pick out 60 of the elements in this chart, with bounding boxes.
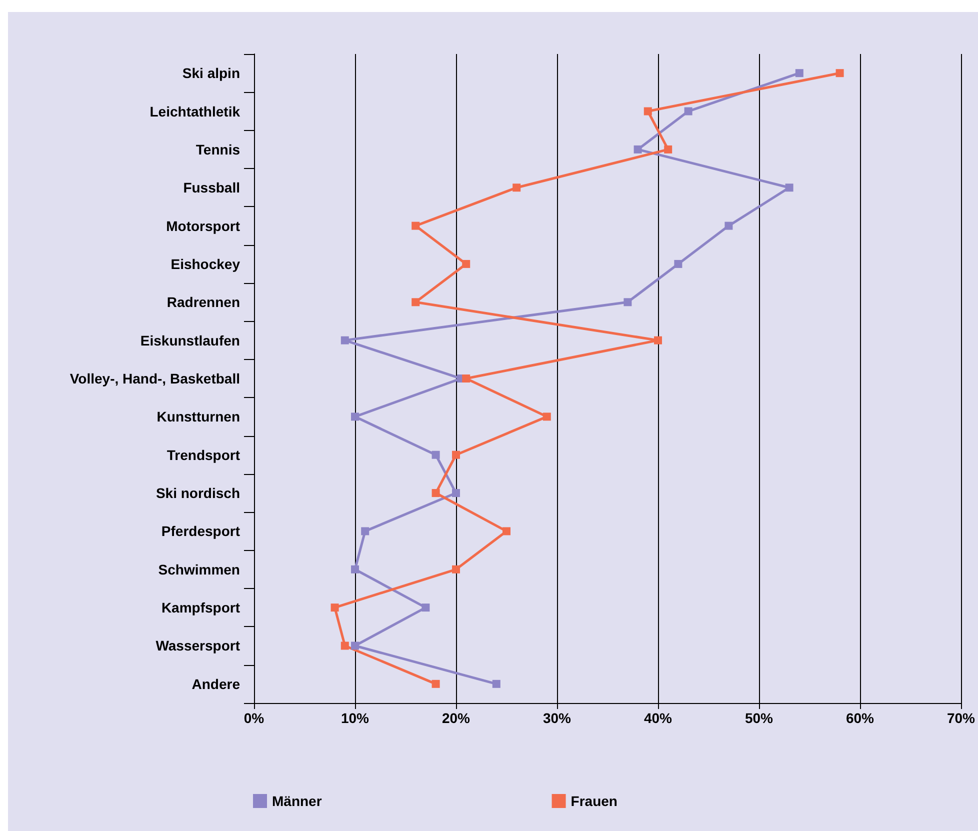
point	[432, 450, 440, 459]
y-tick-label: Pferdesport	[161, 523, 240, 540]
y-tick-label: Motorsport	[166, 218, 240, 234]
point	[542, 412, 551, 421]
y-tick-label: Kunstturnen	[156, 408, 240, 425]
x-tick-label: 60%	[846, 710, 875, 726]
point	[512, 184, 521, 192]
point	[462, 374, 470, 382]
point	[452, 565, 460, 574]
point	[432, 680, 440, 688]
x-tick-label: 70%	[946, 710, 976, 726]
y-tick-label: Kampfsport	[161, 600, 240, 616]
point	[624, 298, 632, 306]
y-tick-label: Eiskunstlaufen	[140, 332, 240, 348]
y-tick-label: Fussball	[183, 180, 240, 196]
point	[412, 298, 420, 306]
point	[654, 336, 662, 344]
point	[836, 69, 844, 78]
point	[634, 145, 642, 154]
legend-label: Männer	[272, 793, 322, 809]
point	[502, 527, 510, 536]
point	[452, 450, 460, 459]
legend-label: Frauen	[570, 793, 618, 809]
x-tick-label: 10%	[340, 710, 370, 726]
y-tick-label: Tennis	[196, 141, 240, 158]
point	[664, 145, 672, 154]
point	[351, 642, 359, 650]
x-tick-label: 50%	[744, 710, 774, 726]
point	[340, 336, 349, 344]
point	[422, 604, 430, 612]
x-tick-label: 20%	[442, 710, 471, 726]
point	[462, 260, 470, 268]
y-tick-label: Schwimmen	[158, 561, 240, 578]
y-tick-label: Eishockey	[170, 256, 240, 272]
point	[795, 69, 804, 78]
point	[351, 565, 359, 574]
x-tick-label: 40%	[644, 710, 673, 726]
x-tick-label: 30%	[542, 710, 572, 726]
y-tick-label: Ski alpin	[182, 65, 240, 82]
point	[492, 680, 500, 688]
x-tick-label: 0%	[244, 710, 265, 726]
y-tick-label: Wassersport	[156, 638, 240, 654]
point	[674, 260, 682, 268]
y-tick-label: Ski nordisch	[156, 485, 240, 502]
point	[644, 107, 652, 116]
point	[340, 642, 349, 650]
y-tick-label: Radrennen	[166, 294, 240, 310]
y-tick-label: Trendsport	[166, 446, 240, 463]
point	[330, 604, 339, 612]
y-tick-label: Leichtathletik	[150, 103, 240, 120]
point	[724, 222, 733, 230]
point	[684, 107, 692, 116]
y-tick-label: Andere	[192, 676, 240, 692]
point	[412, 222, 420, 230]
point	[351, 412, 359, 421]
y-tick-label: Volley-, Hand-, Basketball	[70, 370, 240, 386]
point	[452, 489, 460, 498]
point	[785, 184, 794, 192]
point	[432, 489, 440, 498]
point	[361, 527, 370, 536]
